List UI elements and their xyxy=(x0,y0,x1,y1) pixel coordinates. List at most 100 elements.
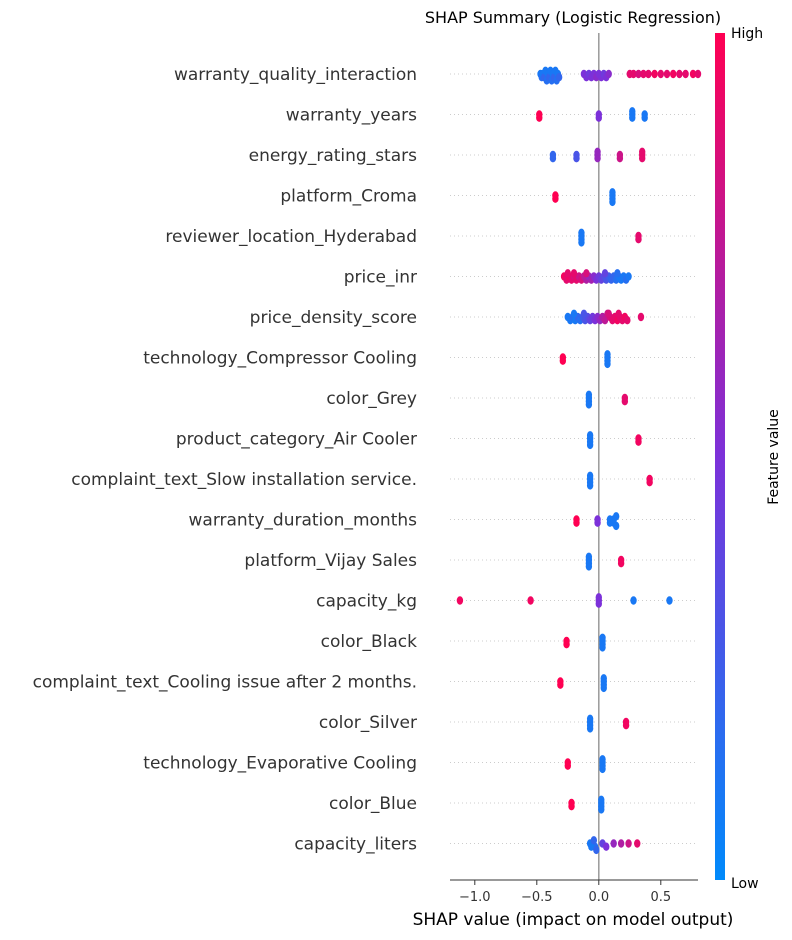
feature-label: complaint_text_Cooling issue after 2 mon… xyxy=(33,673,417,693)
shap-point xyxy=(600,674,607,683)
shap-point xyxy=(622,721,630,730)
feature-label: technology_Compressor Cooling xyxy=(143,349,417,369)
shap-point xyxy=(578,238,585,247)
shap-point xyxy=(657,69,664,79)
shap-point xyxy=(615,309,622,318)
feature-label: technology_Evaporative Cooling xyxy=(143,754,417,774)
shap-point xyxy=(570,269,578,278)
shap-point xyxy=(555,73,563,82)
shap-point xyxy=(663,69,671,79)
feature-label: capacity_liters xyxy=(294,835,417,855)
feature-label: product_category_Air Cooler xyxy=(176,430,417,450)
shap-point xyxy=(621,397,629,406)
shap-point xyxy=(586,481,594,490)
shap-point xyxy=(552,194,559,203)
shap-point xyxy=(689,69,697,79)
shap-point xyxy=(590,836,598,845)
shap-point xyxy=(595,593,602,602)
shap-point xyxy=(670,69,677,79)
shap-point xyxy=(639,147,646,156)
shap-point xyxy=(682,69,689,79)
shap-point xyxy=(629,113,636,122)
shap-point xyxy=(614,269,621,278)
shap-point xyxy=(593,845,600,855)
shap-point xyxy=(612,512,620,521)
shap-point xyxy=(594,154,601,163)
feature-label: color_Silver xyxy=(319,713,417,733)
shap-point xyxy=(676,69,683,79)
shap-point xyxy=(599,643,606,652)
shap-point xyxy=(604,350,611,359)
shap-point xyxy=(609,188,616,197)
shap-point xyxy=(580,309,588,318)
shap-point xyxy=(598,805,605,814)
shap-point xyxy=(629,107,636,116)
feature-label: energy_rating_stars xyxy=(249,146,418,166)
chart-title: SHAP Summary (Logistic Regression) xyxy=(425,8,721,27)
shap-point xyxy=(564,761,571,770)
shap-point xyxy=(635,437,642,446)
shap-point xyxy=(601,316,609,325)
shap-point xyxy=(563,640,570,649)
shap-point xyxy=(549,154,557,163)
shap-point xyxy=(586,431,594,440)
feature-label: price_inr xyxy=(344,268,417,288)
shap-point xyxy=(639,154,646,163)
shap-point xyxy=(630,69,637,79)
data-points xyxy=(456,66,702,855)
shap-point xyxy=(646,478,653,487)
shap-point xyxy=(625,272,632,281)
shap-point xyxy=(666,596,673,605)
shap-point xyxy=(601,269,609,278)
shap-point xyxy=(595,599,602,608)
shap-point xyxy=(694,69,702,79)
feature-label: color_Blue xyxy=(329,794,417,814)
feature-label: reviewer_location_Hyderabad xyxy=(165,227,417,247)
feature-label: color_Black xyxy=(321,632,418,652)
x-tick-label: 0.0 xyxy=(588,890,609,905)
feature-label: warranty_years xyxy=(286,106,417,126)
shap-point xyxy=(637,312,645,322)
shap-point xyxy=(564,269,571,278)
shap-point xyxy=(585,562,593,571)
shap-point xyxy=(559,356,567,365)
shap-point xyxy=(634,839,641,848)
feature-label: price_density_score xyxy=(250,308,417,328)
shap-point xyxy=(527,596,534,605)
shap-point xyxy=(599,764,606,774)
shap-point xyxy=(605,69,612,79)
colorbar-high-label: High xyxy=(731,26,763,42)
shap-point xyxy=(604,359,611,369)
shap-point xyxy=(594,147,601,156)
shap-point xyxy=(456,596,464,605)
shap-point xyxy=(603,842,610,851)
feature-label: capacity_kg xyxy=(316,592,417,612)
shap-point xyxy=(635,69,642,79)
shap-point xyxy=(586,724,594,733)
shap-point xyxy=(568,802,575,811)
shap-point xyxy=(578,228,585,237)
shap-point xyxy=(586,471,594,480)
shap-point xyxy=(645,69,652,79)
colorbar xyxy=(715,33,725,880)
shap-point xyxy=(625,839,632,848)
shap-point xyxy=(617,839,625,848)
shap-point xyxy=(585,400,593,409)
shap-point xyxy=(651,69,658,79)
shap-point xyxy=(573,154,580,163)
shap-point xyxy=(585,552,593,561)
feature-label: color_Grey xyxy=(326,389,417,409)
shap-point xyxy=(595,113,602,122)
shap-point xyxy=(600,683,607,693)
x-axis-label: SHAP value (impact on model output) xyxy=(413,910,734,930)
shap-point xyxy=(588,842,595,851)
x-tick-label: 0.5 xyxy=(650,890,671,905)
shap-point xyxy=(586,714,594,723)
shap-point xyxy=(573,518,580,527)
shap-point xyxy=(598,795,605,804)
shap-point xyxy=(585,390,593,399)
row-guides xyxy=(450,73,698,844)
shap-point xyxy=(640,69,647,79)
shap-point xyxy=(557,680,564,689)
